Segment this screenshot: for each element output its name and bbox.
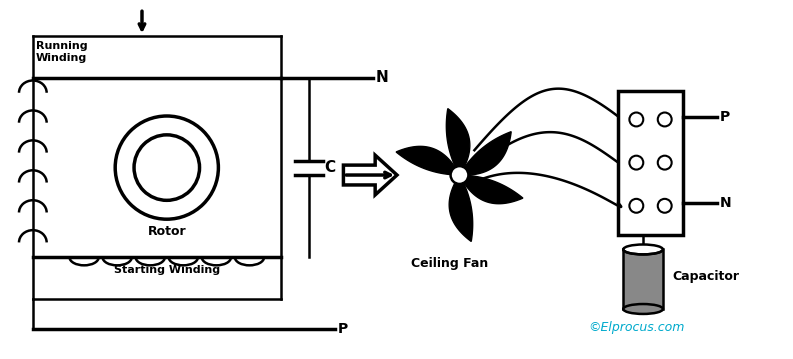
Text: Ceiling Fan: Ceiling Fan [411, 257, 488, 270]
Text: P: P [338, 322, 347, 336]
Circle shape [630, 199, 643, 213]
Polygon shape [459, 175, 523, 204]
Bar [619, 91, 683, 234]
Text: Starting Winding: Starting Winding [113, 265, 220, 275]
Ellipse shape [623, 244, 663, 255]
Polygon shape [396, 146, 459, 175]
Polygon shape [446, 108, 469, 175]
Circle shape [657, 199, 672, 213]
Ellipse shape [623, 304, 663, 314]
Text: C: C [324, 160, 335, 175]
Text: P: P [719, 109, 730, 123]
Text: Running
Winding: Running Winding [36, 41, 87, 63]
Circle shape [657, 112, 672, 126]
Circle shape [630, 156, 643, 169]
Text: N: N [719, 196, 731, 210]
Polygon shape [343, 155, 397, 195]
Text: Rotor: Rotor [147, 225, 186, 238]
Text: N: N [375, 70, 388, 85]
Circle shape [630, 112, 643, 126]
Circle shape [450, 166, 469, 184]
Bar [623, 250, 663, 309]
Polygon shape [449, 175, 473, 242]
Polygon shape [459, 132, 511, 175]
Text: Capacitor: Capacitor [672, 270, 740, 283]
Circle shape [657, 156, 672, 169]
Text: ©Elprocus.com: ©Elprocus.com [588, 321, 685, 334]
